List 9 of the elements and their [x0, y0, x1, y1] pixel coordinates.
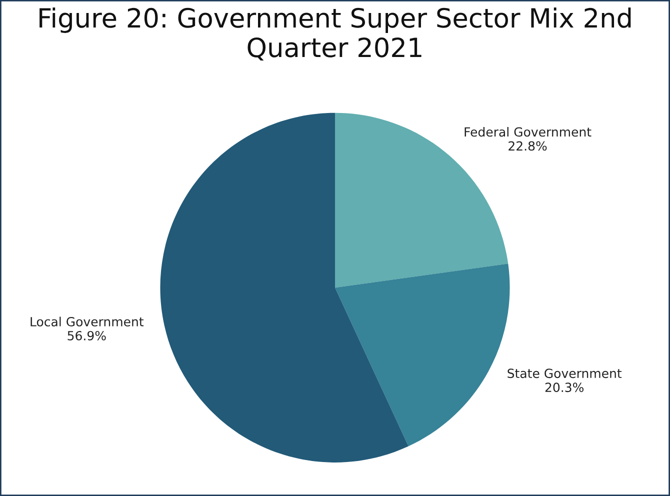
slice-label: Federal Government: [464, 126, 592, 137]
slice-label: State Government: [508, 368, 622, 378]
data-label: 20.3%: [545, 382, 584, 392]
data-label: 22.8%: [508, 141, 547, 151]
data-label: 56.9%: [68, 330, 106, 340]
pie-slice: [160, 112, 408, 462]
pie-slice: [335, 112, 508, 288]
chart-title: Figure 20: Government Super Sector Mix 2nd Quarter 2021: [40, 7, 631, 60]
slice-label: Local Government: [30, 316, 144, 326]
